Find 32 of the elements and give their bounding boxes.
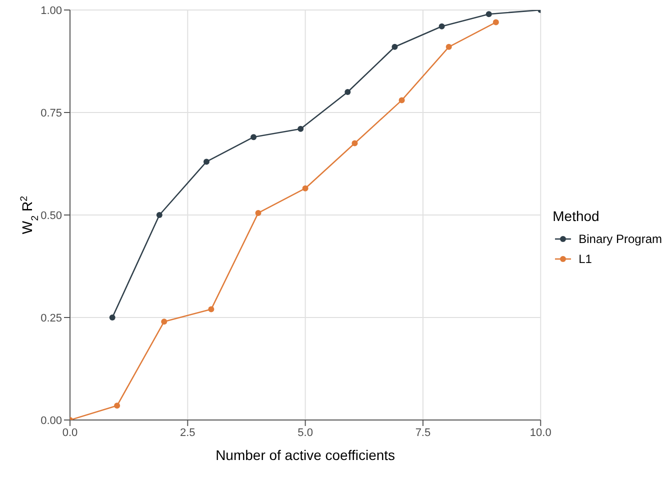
point (438, 23, 445, 30)
point (344, 89, 351, 95)
point (298, 126, 304, 132)
x-tick-label: 7.5 (415, 426, 431, 439)
y-tick-label: 0.25 (40, 312, 62, 324)
x-tick-label: 2.5 (180, 426, 196, 439)
legend-title: Method (552, 208, 600, 224)
x-axis-title: Number of active coefficients (216, 447, 396, 463)
x-tick-label: 5.0 (298, 426, 313, 439)
legend-label: L1 (578, 252, 592, 266)
point (398, 97, 405, 104)
point (250, 134, 257, 140)
point (114, 402, 120, 409)
point (161, 318, 168, 325)
point (352, 140, 358, 146)
legend-label: Binary Program (578, 232, 662, 246)
point (109, 314, 116, 320)
point (208, 306, 214, 312)
point (255, 210, 262, 216)
y-tick-label: 1.00 (40, 4, 62, 17)
point (446, 44, 452, 50)
point (486, 11, 492, 18)
point (302, 185, 308, 192)
y-tick-label: 0.75 (40, 107, 62, 120)
point (203, 158, 210, 165)
point (392, 44, 398, 50)
x-tick-label: 10.0 (530, 426, 552, 439)
point (492, 19, 499, 26)
x-tick-label: 0.0 (62, 426, 78, 439)
point (156, 212, 162, 218)
y-tick-label: 0.00 (40, 414, 62, 427)
y-tick-label: 0.50 (40, 210, 62, 222)
